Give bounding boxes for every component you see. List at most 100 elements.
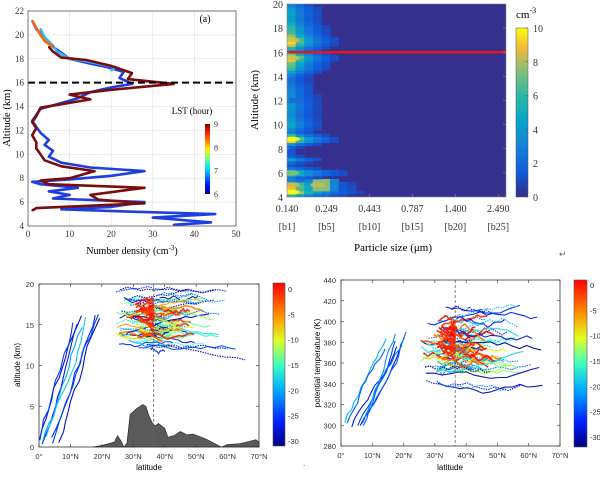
heatmap-cell: [321, 58, 331, 62]
heatmap-cell: [287, 25, 297, 29]
data-point: [172, 223, 175, 226]
trajectory: [436, 380, 507, 392]
heatmap-cell: [321, 40, 331, 44]
y-axis-label: Altitude (km): [2, 89, 13, 147]
data-point: [31, 134, 34, 137]
heatmap-cell: [304, 191, 314, 195]
heatmap-cell: [304, 133, 314, 138]
heatmap-cell: [304, 88, 314, 92]
trajectory: [438, 315, 456, 322]
data-point: [43, 36, 46, 39]
heatmap-cell: [304, 58, 314, 62]
colorbar-tick-label: 8: [533, 58, 538, 69]
heatmap-cell: [329, 136, 340, 141]
heatmap-cell: [312, 37, 322, 41]
colorbar: [205, 124, 210, 194]
y-tick-label: 280: [323, 442, 336, 451]
y-tick-label: 0: [30, 443, 34, 452]
heatmap-cell: [287, 82, 297, 86]
colorbar-ticks: 0 2 4 6 8 10: [525, 24, 543, 204]
x-tick-label: 10°N: [62, 452, 79, 461]
heatmap-cell: [295, 181, 305, 186]
data-point: [56, 50, 58, 53]
heatmap-cell: [295, 121, 305, 126]
data-point: [31, 180, 34, 183]
heatmap-cell: [287, 64, 297, 68]
heatmap-cell: [329, 40, 340, 44]
colorbar: [573, 279, 588, 448]
heatmap-cell: [312, 136, 322, 141]
heatmap-cell: [312, 112, 322, 117]
heatmap-cell: [304, 22, 314, 26]
colorbar-tick-label: 0: [590, 281, 594, 290]
trajectory: [39, 315, 83, 441]
trajectory: [146, 343, 228, 350]
heatmap-cell: [321, 31, 331, 35]
heatmap-cell: [338, 169, 348, 174]
trajectory: [119, 327, 219, 336]
heatmap-cell: [304, 175, 314, 180]
heatmap-cell: [287, 115, 297, 120]
heatmap-cell: [295, 46, 305, 50]
heatmap-cell: [287, 94, 297, 98]
heatmap-cell: [295, 127, 305, 132]
y-tick-label: 400: [323, 318, 336, 327]
heatmap-cell: [304, 106, 314, 110]
heatmap-cell: [312, 172, 322, 177]
colorbar-tick-label: -5: [590, 306, 597, 315]
heatmap-cell: [304, 172, 314, 177]
heatmap-cell: [295, 194, 305, 197]
heatmap-cell: [304, 142, 314, 147]
y-tick-label: 18: [273, 24, 283, 35]
heatmap-cell: [304, 7, 314, 11]
trajectory: [423, 354, 499, 364]
x-tick-label: 1.400: [444, 204, 467, 215]
heatmap-cell: [287, 43, 297, 47]
trajectory: [120, 286, 217, 294]
heatmap-cell: [295, 79, 305, 83]
heatmap-cell: [304, 85, 314, 89]
data-point: [126, 78, 129, 80]
x-tick-label: 20°N: [395, 451, 412, 460]
trajectory: [452, 364, 513, 375]
heatmap-cell: [295, 184, 305, 189]
heatmap-cell: [312, 28, 322, 32]
heatmap-cell: [287, 16, 297, 20]
data-point: [60, 161, 63, 164]
heatmap-hotspot: [287, 189, 300, 195]
axis-ticks: 4 6 8 10 12 14 16 18 20 0.140 [b1] 0.249 [b5] 0.443 [b…: [273, 0, 510, 233]
heatmap-cell: [295, 100, 305, 104]
heatmap-cell: [304, 67, 314, 71]
trajectory: [142, 327, 167, 335]
trajectory: [439, 328, 456, 340]
heatmap-cell: [347, 188, 357, 192]
trajectory: [134, 297, 154, 306]
heatmap-cell: [321, 188, 331, 192]
heatmap-cell: [329, 191, 340, 195]
heatmap-cell: [304, 109, 314, 113]
data-point: [47, 183, 50, 186]
heatmap-cell: [312, 25, 322, 29]
heatmap-cell: [304, 31, 314, 35]
heatmap-cell: [287, 118, 297, 123]
y-tick-label: 320: [323, 401, 336, 410]
x-axis-label-sup: -3: [169, 244, 175, 252]
heatmap-cell: [287, 109, 297, 113]
heatmap-cell: [287, 148, 297, 153]
heatmap-cell: [287, 7, 297, 11]
x-tick-label: 70°N: [251, 452, 268, 461]
data-point: [85, 59, 88, 61]
trajectory: [450, 340, 456, 350]
heatmap-cell: [329, 43, 340, 47]
x-tick-label: 0°: [35, 452, 42, 461]
trajectory: [458, 329, 533, 341]
heatmap-cell: [321, 34, 331, 38]
y-tick-label: 440: [323, 276, 336, 285]
trajectory: [439, 340, 542, 351]
heatmap-cell: [304, 184, 314, 189]
panel-c-altitude-trajectories: 0° 10°N 20°N 30°N 40°N 50°N 60°N 70°N 0 5 10 15 20 a…: [13, 280, 299, 472]
heatmap-cell: [329, 139, 340, 144]
heatmap-cell: [304, 82, 314, 86]
heatmap-hotspot: [287, 182, 300, 188]
colorbar-tick-label: -25: [288, 412, 299, 421]
